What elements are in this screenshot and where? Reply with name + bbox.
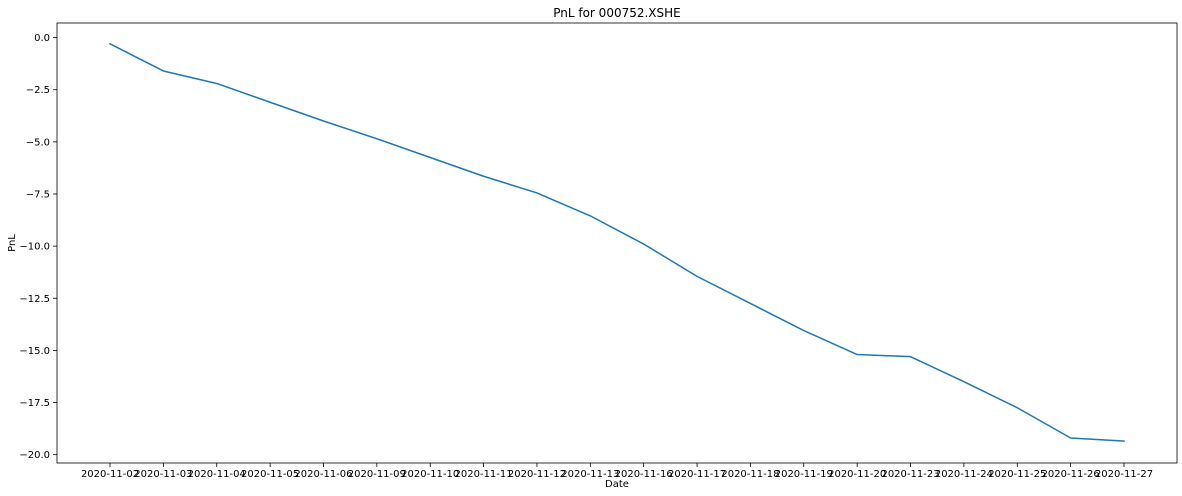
x-tick-label: 2020-11-19 [775,469,833,480]
y-axis: 0.0 −2.5 −5.0 −7.5 −10.0 −12.5 −15.0 −17.5 −20.0 [19,33,57,461]
x-tick-label: 2020-11-11 [455,469,513,480]
x-axis: 2020-11-022020-11-032020-11-042020-11-05… [81,463,1153,480]
y-tick-label: −12.5 [19,294,50,305]
x-tick-label: 2020-11-03 [134,469,192,480]
x-tick-label: 2020-11-13 [561,469,619,480]
y-tick-label: −17.5 [19,398,50,409]
y-tick-label: −20.0 [19,450,50,461]
x-tick-label: 2020-11-24 [935,469,993,480]
x-tick-label: 2020-11-27 [1095,469,1153,480]
x-tick-label: 2020-11-25 [988,469,1046,480]
y-tick-label: −10.0 [19,242,50,253]
series-line-0 [108,42,1125,442]
y-tick-label: −7.5 [26,189,50,200]
x-axis-label: Date [605,479,629,490]
x-tick-label: 2020-11-20 [828,469,886,480]
x-tick-label: 2020-11-26 [1042,469,1100,480]
x-tick-label: 2020-11-02 [81,469,139,480]
x-tick-label: 2020-11-16 [615,469,673,480]
y-tick-label: −2.5 [26,85,50,96]
y-tick-label: 0.0 [34,33,50,44]
series-layer [108,42,1125,442]
x-tick-label: 2020-11-12 [508,469,566,480]
x-tick-label: 2020-11-17 [668,469,726,480]
x-tick-label: 2020-11-05 [241,469,299,480]
chart-title: PnL for 000752.XSHE [553,6,681,20]
x-tick-label: 2020-11-09 [348,469,406,480]
y-tick-label: −15.0 [19,346,50,357]
plot-frame [56,22,1178,464]
x-tick-label: 2020-11-04 [188,469,246,480]
x-tick-label: 2020-11-18 [721,469,779,480]
y-axis-label: PnL [7,234,18,252]
y-tick-label: −5.0 [26,137,50,148]
x-tick-label: 2020-11-06 [294,469,352,480]
x-tick-label: 2020-11-23 [881,469,939,480]
x-tick-label: 2020-11-10 [401,469,459,480]
